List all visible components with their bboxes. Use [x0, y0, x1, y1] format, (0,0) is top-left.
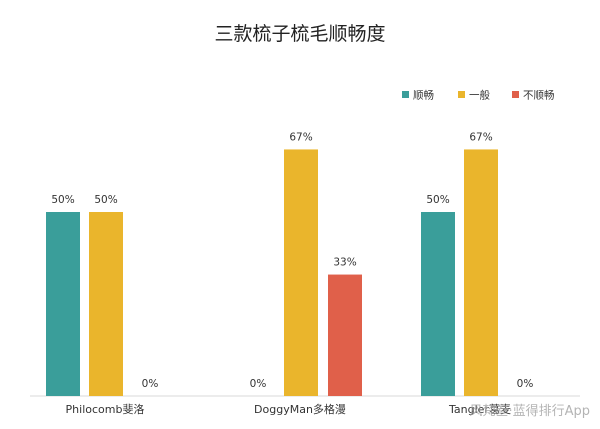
data-label: 0% [250, 378, 267, 390]
data-label: 33% [333, 257, 356, 269]
legend-swatch [458, 91, 465, 98]
x-tick-label: DoggyMan多格漫 [254, 402, 346, 416]
data-label: 67% [289, 131, 312, 143]
legend-label: 顺畅 [413, 89, 434, 102]
chart-title: 三款梳子梳毛顺畅度 [214, 23, 385, 45]
data-label: 50% [51, 194, 74, 206]
data-label: 50% [426, 194, 449, 206]
bars [46, 149, 498, 396]
legend: 顺畅 一般 不顺畅 [402, 89, 555, 102]
x-tick-labels: Philocomb斐洛 DoggyMan多格漫 Tangler葛麦 [66, 402, 511, 416]
legend-label: 一般 [469, 89, 490, 102]
data-label: 67% [469, 131, 492, 143]
x-tick-label: Tangler葛麦 [448, 403, 511, 416]
bar [421, 212, 455, 396]
legend-swatch [512, 91, 519, 98]
data-label: 50% [94, 194, 117, 206]
x-tick-label: Philocomb斐洛 [66, 402, 145, 416]
bar [464, 149, 498, 396]
watermark: 风梵叁·蓝得排行App [469, 403, 590, 419]
bar [328, 274, 362, 396]
data-label: 0% [142, 378, 159, 390]
bar [89, 212, 123, 396]
data-label: 0% [517, 378, 534, 390]
legend-label: 不顺畅 [523, 89, 555, 102]
bar [46, 212, 80, 396]
data-labels: 50% 50% 0% 0% 67% 33% 50% 67% 0% [51, 131, 533, 390]
legend-swatch [402, 91, 409, 98]
bar [284, 149, 318, 396]
